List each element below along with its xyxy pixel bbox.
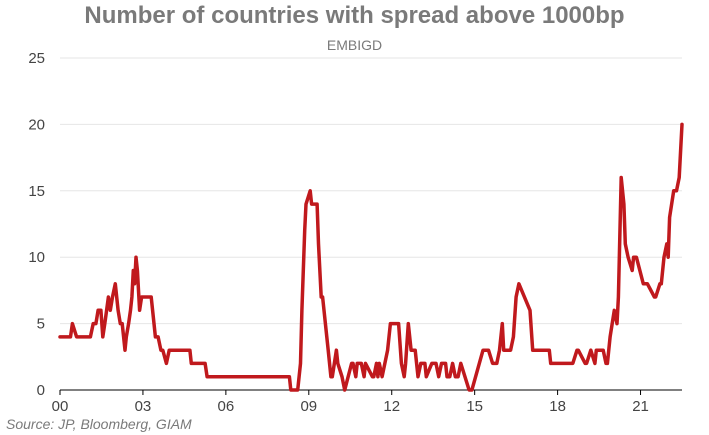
series-line [58,122,684,392]
y-tick-label: 5 [37,316,45,333]
x-tick-label: 06 [218,398,235,415]
x-tick-label: 21 [632,398,649,415]
x-axis: 00 03 06 09 12 15 18 21 [52,390,649,415]
x-tick-label: 09 [300,398,317,415]
y-tick-label: 25 [28,50,45,67]
y-tick-label: 10 [28,249,45,266]
x-tick-label: 15 [466,398,483,415]
gridlines [60,57,682,325]
source-note: Source: JP, Bloomberg, GIAM [6,416,192,432]
y-tick-label: 0 [37,382,45,399]
x-tick-label: 12 [383,398,400,415]
x-tick-label: 03 [135,398,152,415]
x-tick-label: 00 [52,398,69,415]
chart-subtitle: EMBIGD [326,37,383,53]
y-tick-label: 15 [28,183,45,200]
y-tick-label: 20 [28,116,45,133]
y-axis: 0 5 10 15 20 25 [28,50,45,399]
chart-title: Number of countries with spread above 10… [84,2,625,29]
x-tick-label: 18 [549,398,566,415]
